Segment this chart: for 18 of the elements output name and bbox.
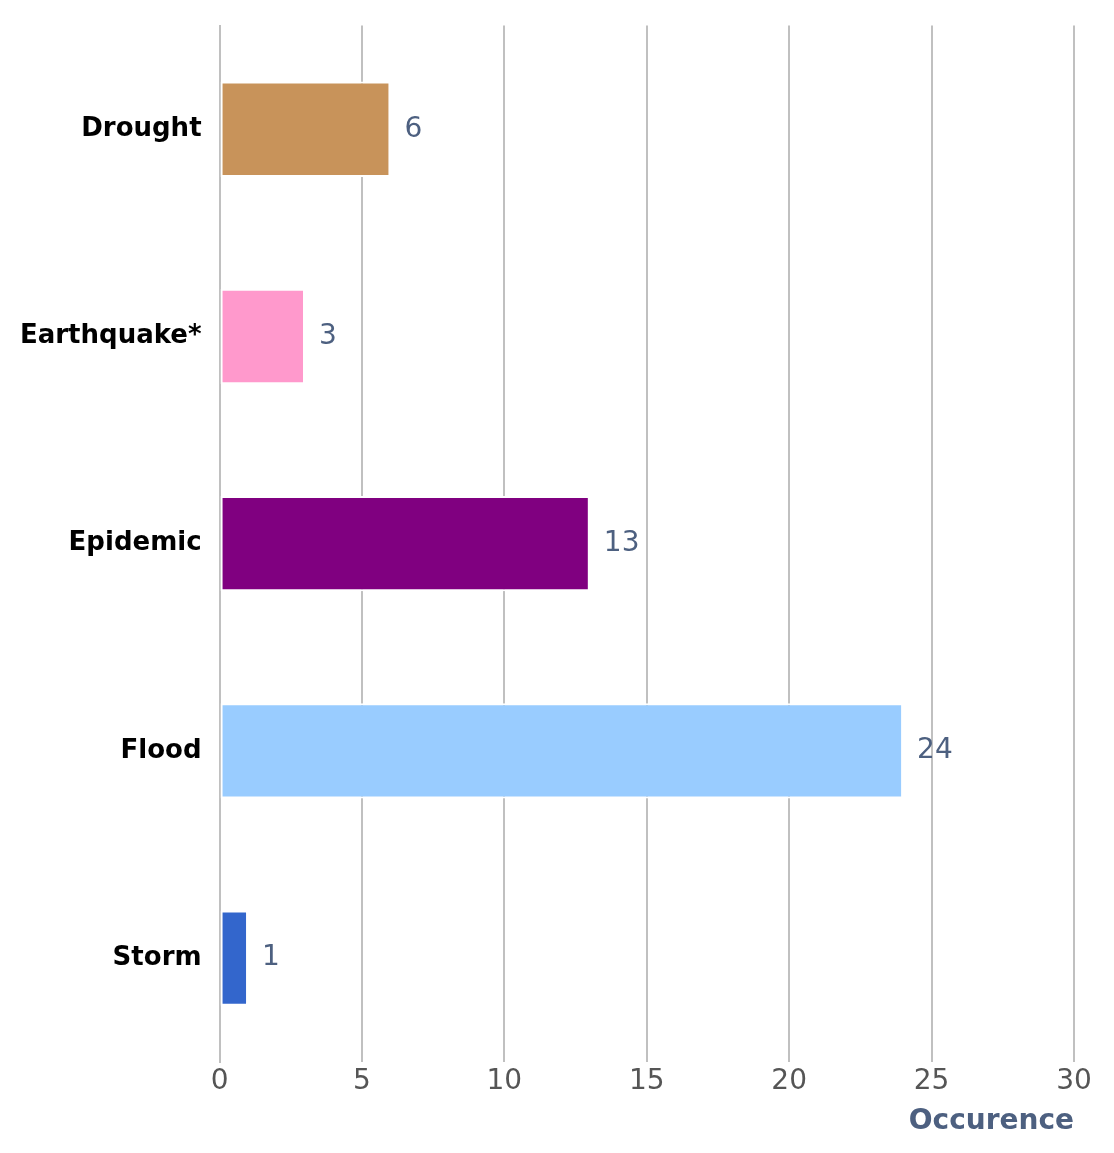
x-tick-label: 5 — [353, 1062, 371, 1096]
y-tick-label: Storm — [112, 940, 202, 971]
y-tick-label: Flood — [120, 733, 202, 764]
y-tick-label: Earthquake* — [19, 319, 202, 350]
data-label: 24 — [917, 732, 953, 766]
x-tick-label: 30 — [1056, 1062, 1092, 1096]
data-label: 6 — [404, 110, 423, 144]
x-axis-title: Occurence — [908, 1103, 1074, 1137]
x-tick-label: 15 — [628, 1062, 665, 1096]
x-tick-label: 20 — [771, 1062, 808, 1096]
x-tick-label: 10 — [486, 1062, 523, 1096]
y-tick-label: Epidemic — [68, 526, 202, 557]
x-tick-label: 0 — [210, 1062, 229, 1096]
data-label: 13 — [603, 524, 640, 558]
x-tick-label: 25 — [913, 1062, 950, 1096]
data-label: 3 — [319, 317, 337, 351]
data-label: 1 — [262, 939, 280, 973]
y-tick-label: Drought — [81, 111, 202, 142]
